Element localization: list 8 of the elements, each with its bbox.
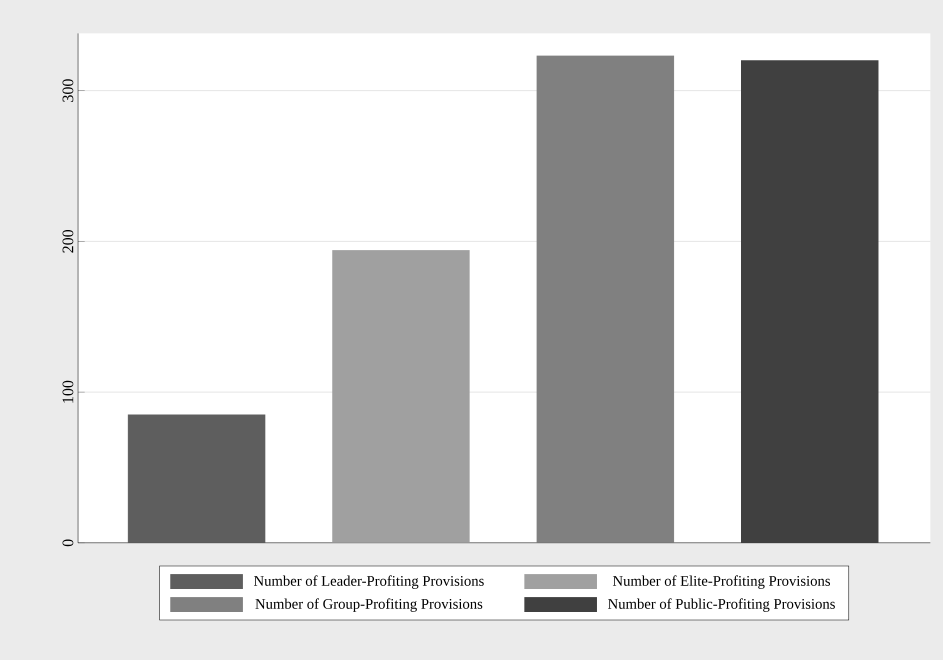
y-tick-label: 200: [62, 230, 74, 253]
y-tick-label: 0: [62, 539, 74, 546]
legend-label: Number of Public-Profiting Provisions: [608, 598, 835, 612]
legend-label: Number of Group-Profiting Provisions: [255, 598, 482, 612]
legend-label: Number of Leader-Profiting Provisions: [254, 575, 484, 589]
y-tick-label: 100: [62, 380, 74, 403]
y-tick-label: 300: [62, 79, 74, 102]
legend-label: Number of Elite-Profiting Provisions: [612, 575, 830, 589]
